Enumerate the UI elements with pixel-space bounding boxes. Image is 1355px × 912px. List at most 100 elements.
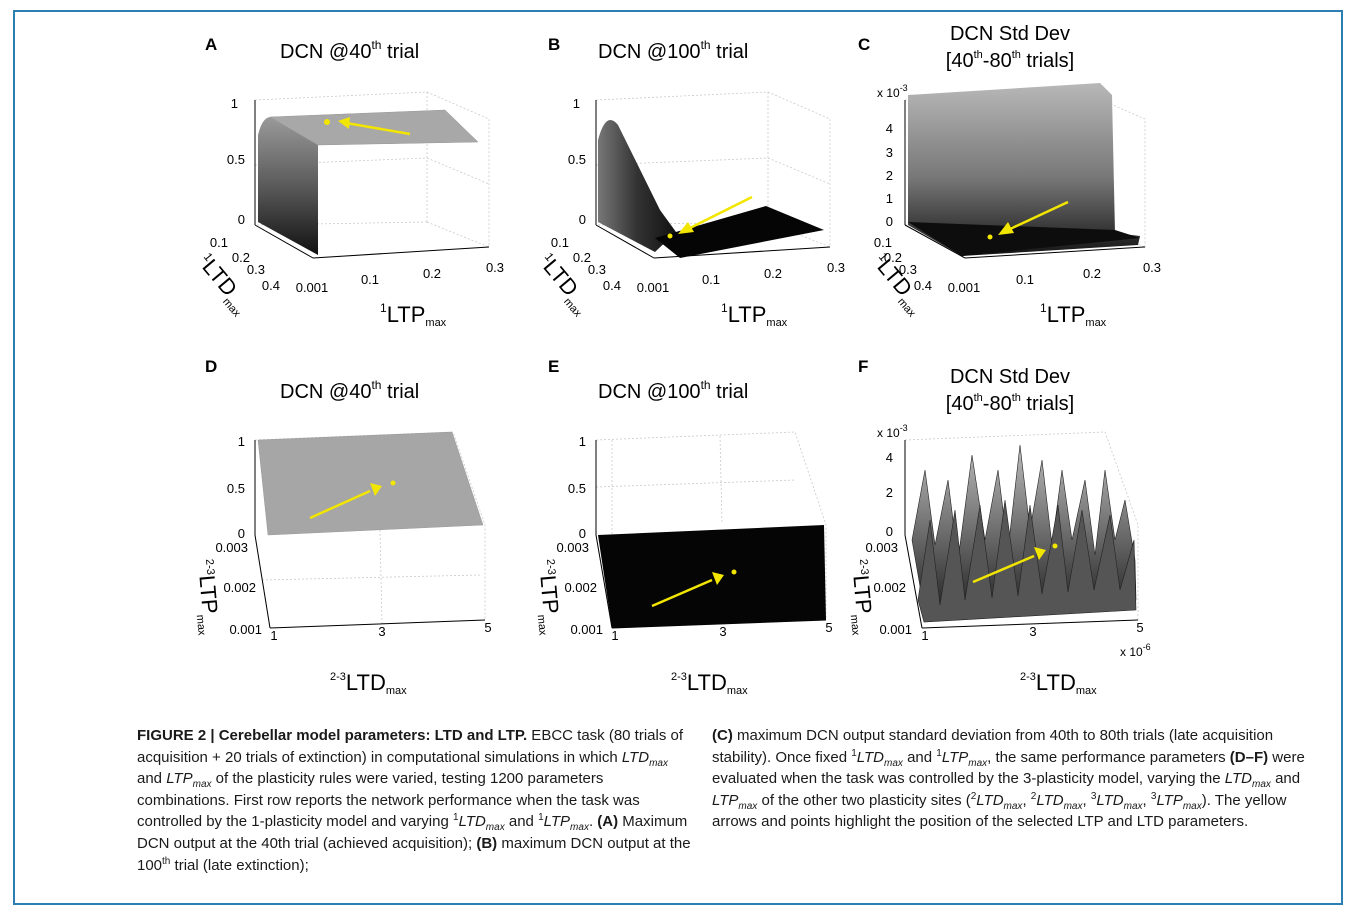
x-axis-label: 2-3LTDmax [671,670,748,697]
z-tick: 1 [573,96,580,111]
surface-plot [598,120,676,252]
caption-panel-ref: (B) [476,834,498,852]
surface-plot [908,83,1140,256]
panel-title: DCN @40th trial [280,38,419,63]
caption-panel-ref: (C) [712,727,733,744]
surface-plot [598,525,826,628]
y-tick: 0.3 [899,262,917,277]
y-tick: 0.002 [223,580,256,595]
yellow-arrow-icon [712,572,724,585]
caption-sub: max [1252,779,1271,791]
y-axis-label: 2-3LTPmax [189,558,225,636]
y-tick: 0.2 [232,250,250,265]
yellow-arrow-icon [998,222,1014,235]
caption-term: LTP [166,770,193,788]
caption-sub: max [1123,800,1143,812]
caption-text: and [1270,770,1301,788]
x-tick: 0.1 [361,272,379,287]
z-tick: 4 [886,450,893,465]
caption-text: ). The yellow arrows and points highligh… [712,791,1287,831]
x-tick: 5 [825,620,832,635]
x-tick: 1 [921,628,928,643]
y-tick: 0.001 [570,622,603,637]
caption-panel-ref: (A) [597,813,619,831]
y-tick: 0.3 [247,262,265,277]
x-tick: 5 [1136,620,1143,635]
x-tick: 0.001 [637,280,670,295]
y-tick: 0.002 [564,580,597,595]
caption-sup: 1 [538,812,544,824]
caption-text: . [588,813,598,831]
caption-text: , [1022,791,1031,809]
z-tick: 1 [231,96,238,111]
caption-term: LTP [1156,791,1183,809]
panel-letter: D [205,357,217,376]
caption-term: LTD [458,813,486,831]
y-tick: 0.002 [873,580,906,595]
panel-title: DCN @100th trial [598,378,748,403]
y-tick: 0.001 [229,622,262,637]
z-tick: 0 [238,526,245,541]
caption-text: and [137,770,167,788]
z-tick: 0 [579,526,586,541]
x-tick: 1 [270,628,277,643]
caption-text: Maximum DCN output at the 40th trial (ac… [137,813,688,852]
caption-term: LTD [1096,791,1124,809]
x-tick: 0.2 [764,266,782,281]
caption-term: LTD [1036,791,1064,809]
panel-letter: A [205,35,217,54]
figure-caption-right: (C) maximum DCN output standard deviatio… [712,725,1312,833]
figure-caption-left: FIGURE 2 | Cerebellar model parameters: … [137,725,692,876]
caption-sup: 1 [936,747,942,759]
caption-heading: FIGURE 2 | Cerebellar model parameters: … [137,727,528,744]
x-exponent-label: x 10-6 [1120,642,1151,659]
figure-panels: A DCN @40th trial 1 0.5 0 0.1 0.2 0.3 0.… [189,23,1161,697]
caption-sub: max [192,779,212,791]
caption-sub: max [485,822,505,834]
caption-sup: th [162,855,171,867]
caption-text: and [504,813,539,831]
caption-term: LTD [976,791,1004,809]
x-axis-label: 1LTPmax [1040,301,1107,329]
caption-sub: max [1003,800,1023,812]
x-tick: 0.001 [296,280,329,295]
caption-text: , [1082,791,1091,809]
selected-point [731,569,737,575]
panel-title: DCN @40th trial [280,378,419,403]
y-tick: 0.003 [865,540,898,555]
x-axis-label: 1LTPmax [721,301,788,329]
y-tick: 0.3 [588,262,606,277]
panel-subtitle: [40th-80th trials] [946,392,1074,415]
y-tick: 0.4 [262,278,280,293]
caption-sup: 3 [1150,790,1157,802]
x-axis-label: 2-3LTDmax [1020,670,1097,697]
selected-point [667,233,673,239]
x-tick: 5 [484,620,491,635]
z-tick: 2 [886,168,893,183]
yellow-arrow-icon [1034,547,1046,560]
exponent-label: x 10-3 [877,83,908,100]
caption-text: of the other two plasticity sites ( [757,791,971,809]
caption-text: EBCC task (80 trials of acquisition + 20… [137,727,684,766]
y-tick: 0.003 [556,540,589,555]
panel-c: C DCN Std Dev [40th-80th trials] x 10-3 … [858,23,1161,329]
surface-plot [258,117,478,255]
z-tick: 1 [886,191,893,206]
yellow-arrow-icon [370,483,382,496]
caption-text: maximum DCN output standard deviation fr… [712,727,1274,766]
caption-text: were evaluated when the task was control… [712,748,1305,788]
caption-sup: 2 [1030,790,1037,802]
caption-text: , the same performance parameters [987,748,1230,766]
z-tick: 0 [886,524,893,539]
z-tick: 0.5 [227,481,245,496]
y-axis-label: 2-3LTPmax [843,558,879,636]
x-tick: 3 [1029,624,1036,639]
selected-point [390,480,396,486]
exponent-label: x 10-3 [877,423,908,440]
selected-point [987,234,993,240]
panel-title: DCN Std Dev [950,23,1070,45]
x-tick: 0.3 [827,260,845,275]
panel-title: DCN @100th trial [598,38,748,63]
caption-term: LTD [856,748,885,766]
z-tick: 4 [886,121,893,136]
